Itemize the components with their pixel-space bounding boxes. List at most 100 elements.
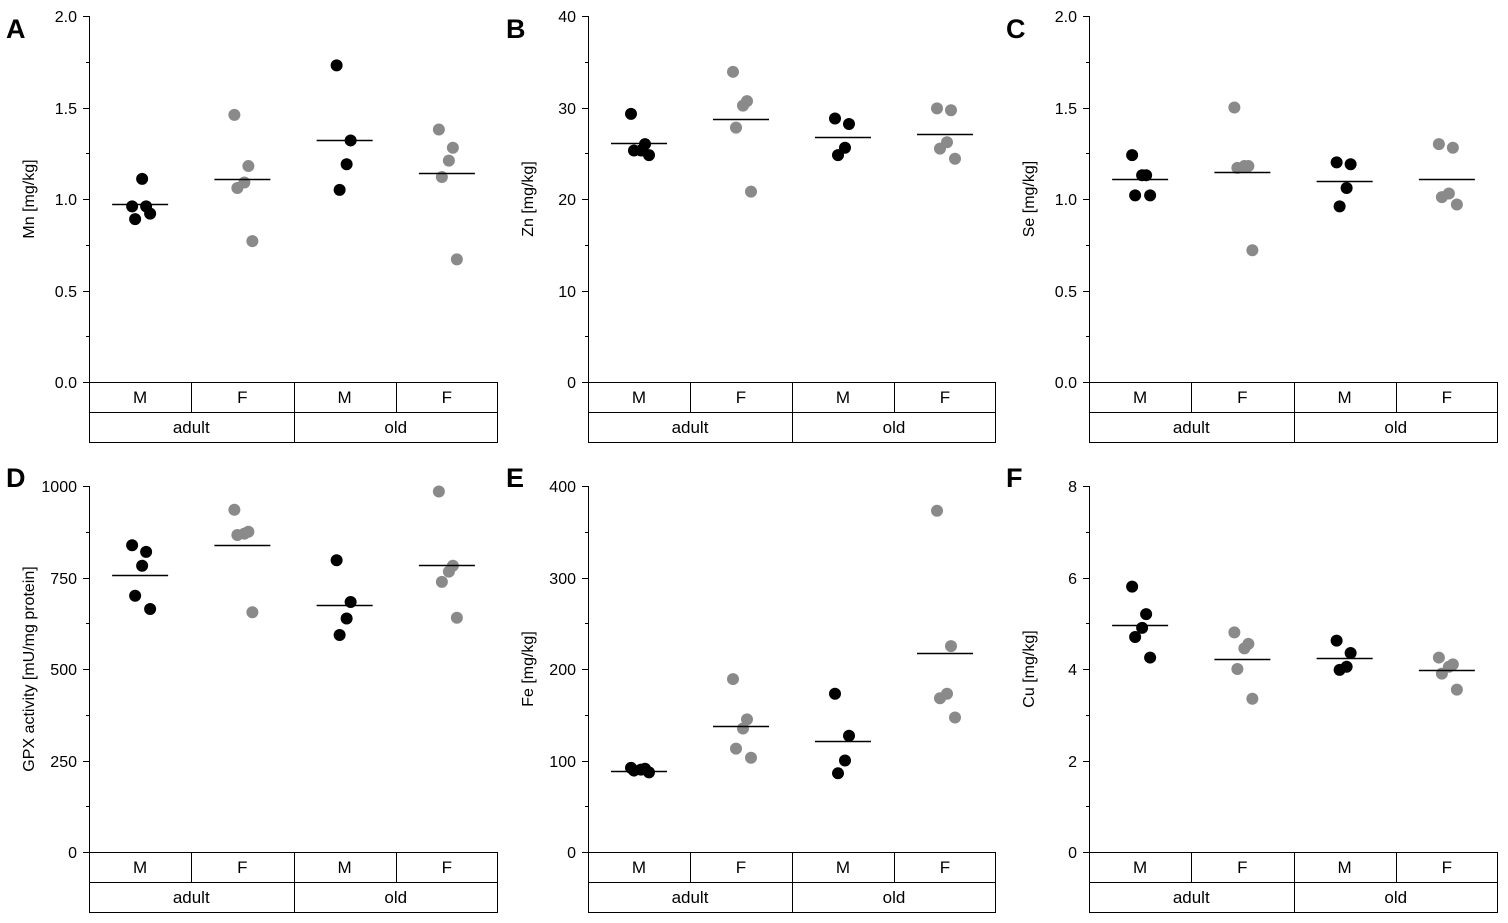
- data-point: [1126, 149, 1139, 162]
- data-point: [432, 485, 445, 498]
- panel-letter: C: [1006, 14, 1026, 44]
- data-point: [628, 144, 640, 157]
- data-point: [246, 606, 259, 619]
- data-point: [1333, 663, 1346, 676]
- data-point: [1144, 651, 1157, 664]
- y-tick-label: 2.0: [55, 9, 77, 26]
- y-tick-label: 10: [558, 284, 576, 301]
- data-point: [829, 687, 841, 700]
- data-point: [1246, 692, 1259, 705]
- sex-label: M: [1338, 858, 1352, 877]
- data-point: [442, 565, 455, 578]
- data-point: [832, 767, 844, 780]
- data-point: [450, 253, 463, 266]
- data-point: [727, 65, 739, 78]
- data-point: [1432, 651, 1445, 664]
- age-label: adult: [1173, 888, 1210, 907]
- data-point: [333, 183, 346, 196]
- y-axis-label: Fe [mg/kg]: [520, 631, 537, 707]
- data-point: [340, 158, 353, 171]
- data-point: [144, 207, 157, 220]
- y-axis-label: Mn [mg/kg]: [21, 159, 38, 238]
- data-point: [730, 742, 742, 755]
- sex-label: F: [237, 388, 247, 407]
- panel-letter: F: [1006, 463, 1023, 493]
- data-point: [126, 539, 139, 552]
- data-point: [945, 104, 957, 117]
- data-point: [1432, 138, 1445, 151]
- sex-label: M: [632, 388, 646, 407]
- data-point: [1435, 667, 1448, 680]
- age-label: old: [384, 418, 407, 437]
- data-point: [1228, 626, 1241, 639]
- y-tick-label: 20: [558, 192, 576, 209]
- y-tick-label: 30: [558, 101, 576, 118]
- data-point: [931, 504, 943, 517]
- y-axis-label: Se [mg/kg]: [1021, 161, 1038, 237]
- y-tick-label: 2: [1068, 754, 1077, 771]
- data-point: [1129, 630, 1142, 643]
- data-point: [628, 764, 640, 777]
- y-tick-label: 0: [567, 375, 576, 392]
- age-label: old: [883, 888, 906, 907]
- data-point: [435, 575, 448, 588]
- data-point: [1228, 101, 1241, 114]
- data-point: [140, 545, 153, 558]
- data-point: [231, 529, 244, 542]
- sex-label: F: [1442, 388, 1452, 407]
- sex-label: F: [736, 388, 746, 407]
- data-point: [727, 673, 739, 686]
- sex-label: M: [836, 858, 850, 877]
- age-label: adult: [173, 418, 210, 437]
- y-axis-label: Cu [mg/kg]: [1021, 630, 1038, 707]
- y-tick-label: 300: [549, 571, 576, 588]
- y-tick-label: 1.0: [55, 192, 77, 209]
- y-axis-label: Zn [mg/kg]: [520, 161, 537, 237]
- y-tick-label: 1000: [41, 479, 77, 496]
- y-tick-label: 8: [1068, 479, 1077, 496]
- y-tick-label: 750: [50, 571, 77, 588]
- data-point: [741, 713, 753, 726]
- data-point: [839, 754, 851, 767]
- y-tick-label: 1.0: [1055, 192, 1077, 209]
- data-point: [228, 503, 241, 516]
- sex-label: F: [442, 858, 452, 877]
- y-tick-label: 0: [567, 845, 576, 862]
- y-tick-label: 6: [1068, 571, 1077, 588]
- data-point: [1333, 200, 1346, 213]
- data-point: [1344, 646, 1357, 659]
- data-point: [442, 154, 455, 167]
- sex-label: M: [1338, 388, 1352, 407]
- y-tick-label: 250: [50, 754, 77, 771]
- data-point: [1144, 189, 1157, 202]
- data-point: [450, 611, 463, 624]
- y-tick-label: 500: [50, 662, 77, 679]
- age-label: old: [384, 888, 407, 907]
- data-point: [1340, 182, 1353, 195]
- data-point: [1450, 683, 1463, 696]
- data-point: [1126, 580, 1139, 593]
- sex-label: M: [1133, 858, 1147, 877]
- data-point: [246, 235, 259, 248]
- age-label: adult: [672, 418, 709, 437]
- y-tick-label: 4: [1068, 662, 1077, 679]
- sex-label: M: [836, 388, 850, 407]
- sex-label: F: [736, 858, 746, 877]
- data-point: [1435, 191, 1448, 204]
- data-point: [136, 172, 149, 185]
- age-label: old: [1384, 888, 1407, 907]
- data-point: [330, 59, 343, 72]
- y-tick-label: 1.5: [1055, 101, 1077, 118]
- data-point: [136, 559, 149, 572]
- data-point: [333, 628, 346, 641]
- data-point: [843, 117, 855, 130]
- data-point: [129, 213, 142, 226]
- data-point: [949, 152, 961, 165]
- data-point: [330, 554, 343, 567]
- sex-label: F: [940, 858, 950, 877]
- data-point: [242, 160, 255, 173]
- sex-label: F: [442, 388, 452, 407]
